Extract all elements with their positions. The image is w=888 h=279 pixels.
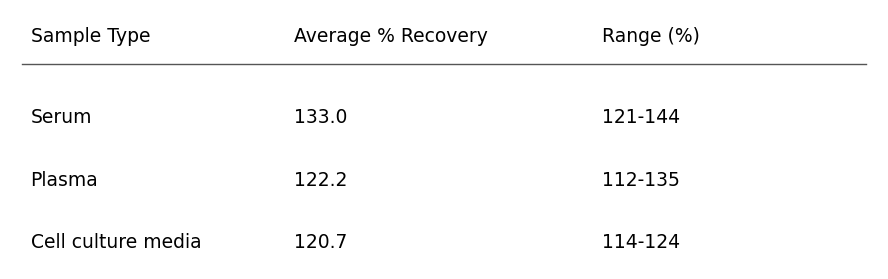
Text: Average % Recovery: Average % Recovery <box>295 27 488 46</box>
Text: Cell culture media: Cell culture media <box>30 233 202 252</box>
Text: Sample Type: Sample Type <box>30 27 150 46</box>
Text: Plasma: Plasma <box>30 170 99 190</box>
Text: 133.0: 133.0 <box>295 108 348 127</box>
Text: 112-135: 112-135 <box>602 170 680 190</box>
Text: Serum: Serum <box>30 108 92 127</box>
Text: 121-144: 121-144 <box>602 108 680 127</box>
Text: 114-124: 114-124 <box>602 233 680 252</box>
Text: 122.2: 122.2 <box>295 170 348 190</box>
Text: 120.7: 120.7 <box>295 233 348 252</box>
Text: Range (%): Range (%) <box>602 27 701 46</box>
